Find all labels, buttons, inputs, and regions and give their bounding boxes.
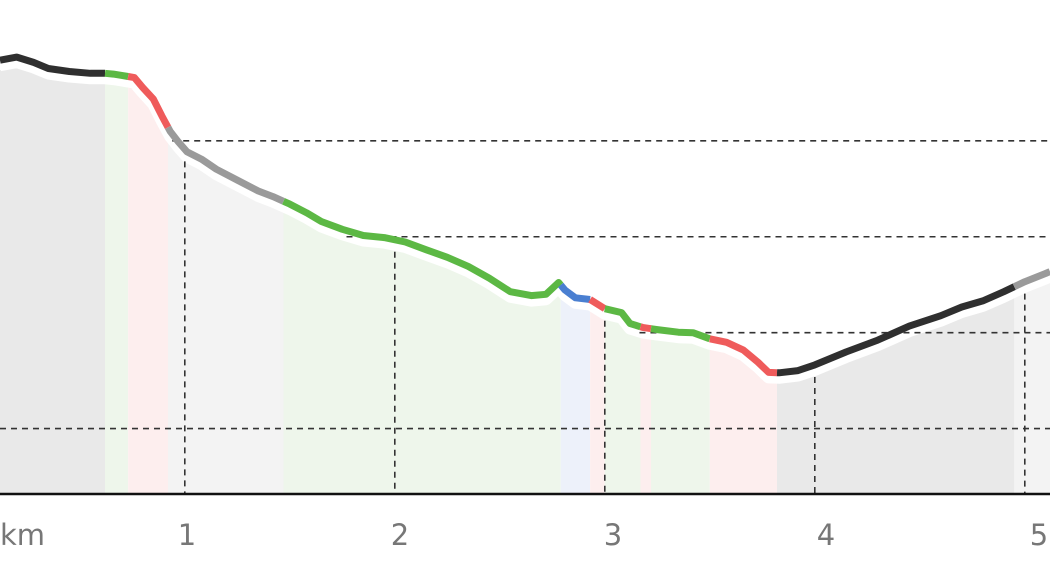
segment-fill-1 (105, 83, 129, 495)
x-tick-label-5: 5 (1030, 518, 1048, 552)
profile-segment-black-0 (0, 53, 105, 77)
profile-segment-red-8 (639, 323, 652, 333)
segment-fill-3 (168, 137, 284, 495)
segment-fill-6 (590, 309, 605, 494)
profile-segment-blue-5 (558, 282, 591, 303)
segment-fill-5 (560, 295, 591, 494)
profile-segment-gray-12 (1012, 268, 1050, 290)
profile-segment-green-9 (650, 325, 711, 343)
segment-fill-8 (640, 336, 651, 494)
profile-segment-green-4 (282, 198, 564, 300)
segment-fill-9 (651, 338, 710, 494)
x-tick-label-4: 4 (817, 518, 835, 552)
segment-fill-12 (1014, 281, 1050, 494)
segment-fill-11 (777, 296, 1015, 494)
profile-line (0, 53, 1050, 377)
x-tick-label-2: 2 (391, 518, 409, 552)
profile-segment-green-7 (604, 305, 642, 331)
profile-segment-red-6 (588, 296, 607, 312)
segment-fill-0 (0, 67, 105, 494)
x-tick-label-3: 3 (604, 518, 622, 552)
segment-fills (0, 67, 1050, 495)
segment-fill-4 (283, 211, 561, 495)
segment-fill-10 (709, 348, 777, 494)
x-tick-labels: km 1 2 3 4 5 (0, 518, 1048, 552)
profile-segment-red-10 (709, 335, 778, 377)
profile-segment-gray-3 (164, 125, 285, 205)
x-tick-label-1: 1 (178, 518, 196, 552)
profile-segment-red-2 (127, 73, 172, 129)
gridlines (0, 140, 1050, 494)
profile-segment-green-1 (104, 69, 129, 80)
segment-fill-7 (604, 318, 641, 494)
segment-fill-2 (128, 86, 168, 494)
profile-segment-black-11 (775, 283, 1016, 377)
x-unit-label: km (0, 518, 45, 552)
